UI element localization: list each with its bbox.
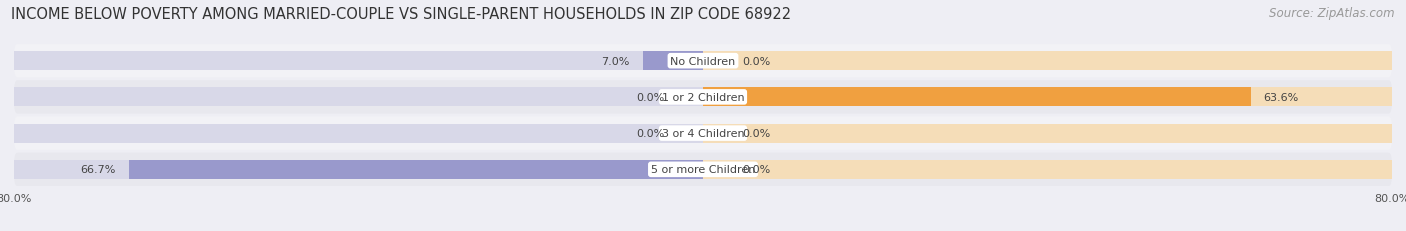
Text: 0.0%: 0.0% [636,128,664,139]
Bar [703,52,1392,71]
Text: Source: ZipAtlas.com: Source: ZipAtlas.com [1270,7,1395,20]
Bar [14,160,703,179]
Bar [703,160,728,179]
Text: 63.6%: 63.6% [1264,92,1299,103]
Bar [14,52,703,71]
Text: 0.0%: 0.0% [742,165,770,175]
Text: 5 or more Children: 5 or more Children [651,165,755,175]
Text: 7.0%: 7.0% [602,56,630,66]
FancyBboxPatch shape [14,153,1392,186]
Bar [643,52,703,71]
FancyBboxPatch shape [14,117,1392,150]
Text: 0.0%: 0.0% [742,56,770,66]
Bar [703,52,728,71]
FancyBboxPatch shape [14,45,1392,78]
Bar [678,88,703,107]
Text: 0.0%: 0.0% [742,128,770,139]
Text: 0.0%: 0.0% [636,92,664,103]
FancyBboxPatch shape [14,81,1392,114]
Bar [14,124,703,143]
Text: No Children: No Children [671,56,735,66]
Bar [703,160,1392,179]
Bar [703,124,728,143]
Text: 1 or 2 Children: 1 or 2 Children [662,92,744,103]
Text: 3 or 4 Children: 3 or 4 Children [662,128,744,139]
Bar [128,160,703,179]
Bar [703,124,1392,143]
Text: INCOME BELOW POVERTY AMONG MARRIED-COUPLE VS SINGLE-PARENT HOUSEHOLDS IN ZIP COD: INCOME BELOW POVERTY AMONG MARRIED-COUPL… [11,7,792,22]
Bar [14,88,703,107]
Bar [703,88,1392,107]
Bar [678,124,703,143]
Text: 66.7%: 66.7% [80,165,115,175]
Bar [703,88,1251,107]
